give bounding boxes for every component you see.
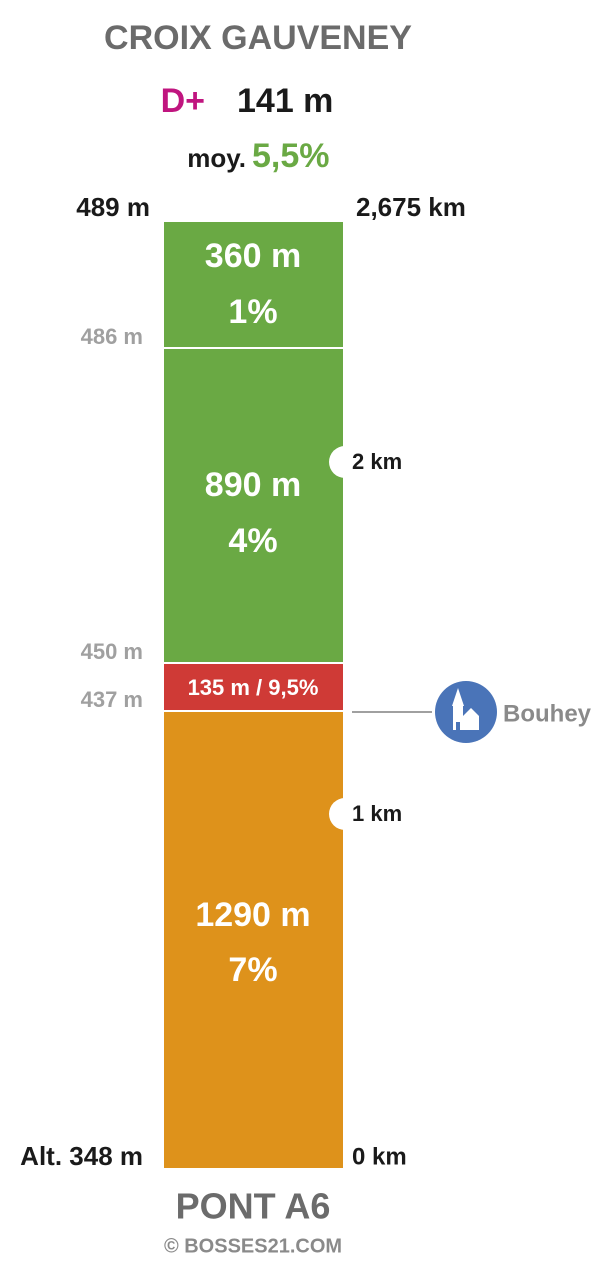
segment-length: 360 m: [205, 237, 301, 275]
title: CROIX GAUVENEY: [104, 19, 412, 57]
gain: 141 m: [237, 82, 333, 120]
avg-label: moy.: [187, 143, 246, 173]
top-distance: 2,675 km: [356, 192, 466, 222]
segment: [164, 349, 343, 662]
altitude: 437 m: [81, 687, 143, 712]
church-door: [456, 722, 460, 730]
segment-length: 1290 m: [195, 896, 310, 934]
altitude: 450 m: [81, 639, 143, 664]
km-marker: [329, 798, 361, 830]
start-name: PONT A6: [176, 1186, 331, 1227]
segment-grade: 1%: [228, 293, 277, 331]
segment-grade: 7%: [228, 951, 277, 989]
segment-length: 890 m: [205, 466, 301, 504]
gain-label: D+: [161, 82, 205, 120]
bottom-distance: 0 km: [352, 1143, 407, 1170]
top-altitude: 489 m: [76, 192, 150, 222]
km-label: 1 km: [352, 801, 402, 826]
segment-grade: 4%: [228, 522, 277, 560]
avg: 5,5%: [252, 137, 330, 175]
poi-icon: [435, 681, 497, 743]
altitude: 486 m: [81, 324, 143, 349]
church-icon: [452, 688, 479, 730]
km-label: 2 km: [352, 449, 402, 474]
segment-label: 135 m / 9,5%: [188, 675, 319, 700]
poi-name: Bouhey: [503, 700, 592, 727]
footer: © BOSSES21.COM: [164, 1235, 342, 1257]
segment: [164, 664, 343, 710]
bottom-altitude: Alt. 348 m: [20, 1141, 143, 1171]
km-marker: [329, 446, 361, 478]
segment: [164, 222, 343, 347]
segment: [164, 712, 343, 1168]
